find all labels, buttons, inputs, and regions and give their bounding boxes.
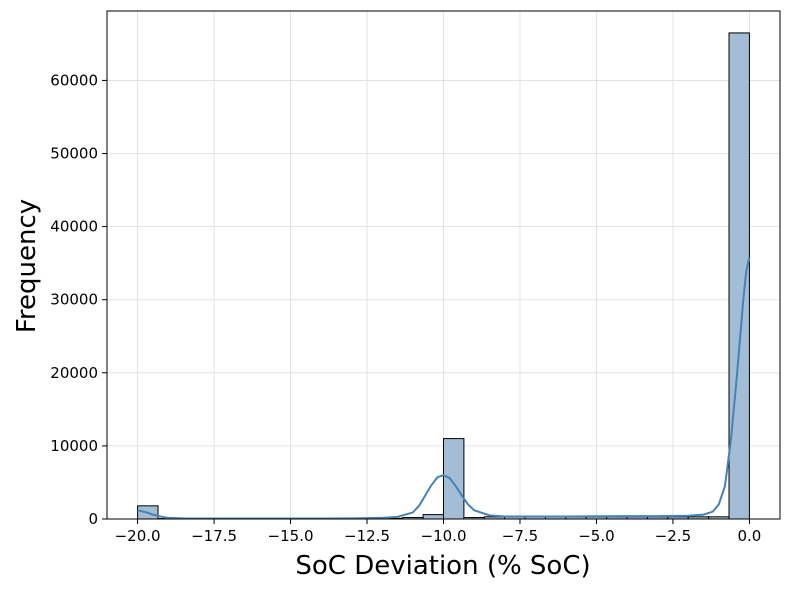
y-tick-label: 0 bbox=[88, 510, 98, 528]
y-tick-label: 40000 bbox=[50, 218, 98, 236]
x-axis-label: SoC Deviation (% SoC) bbox=[295, 551, 590, 581]
y-tick-label: 50000 bbox=[50, 145, 98, 163]
x-tick-label: −2.5 bbox=[655, 527, 691, 545]
histogram-bar bbox=[443, 438, 465, 520]
y-axis-ticks: 0 10000 20000 30000 40000 50000 60000 bbox=[50, 71, 107, 528]
kde-curve bbox=[137, 257, 751, 520]
x-tick-label: −20.0 bbox=[115, 527, 161, 545]
x-tick-label: −17.5 bbox=[191, 527, 237, 545]
x-tick-label: −5.0 bbox=[578, 527, 614, 545]
y-tick-label: 10000 bbox=[50, 437, 98, 455]
x-tick-label: 0.0 bbox=[737, 527, 761, 545]
x-axis-ticks: −20.0 −17.5 −15.0 −12.5 −10.0 −7.5 −5.0 −2.5 0.0 bbox=[115, 519, 761, 545]
x-tick-label: −7.5 bbox=[502, 527, 538, 545]
x-tick-label: −10.0 bbox=[421, 527, 467, 545]
y-tick-label: 20000 bbox=[50, 364, 98, 382]
x-tick-label: −12.5 bbox=[344, 527, 390, 545]
y-axis-label: Frequency bbox=[12, 199, 42, 333]
y-tick-label: 60000 bbox=[50, 71, 98, 89]
histogram-bar bbox=[422, 514, 444, 520]
y-tick-label: 30000 bbox=[50, 291, 98, 309]
grid-lines bbox=[107, 11, 780, 520]
x-tick-label: −15.0 bbox=[268, 527, 314, 545]
